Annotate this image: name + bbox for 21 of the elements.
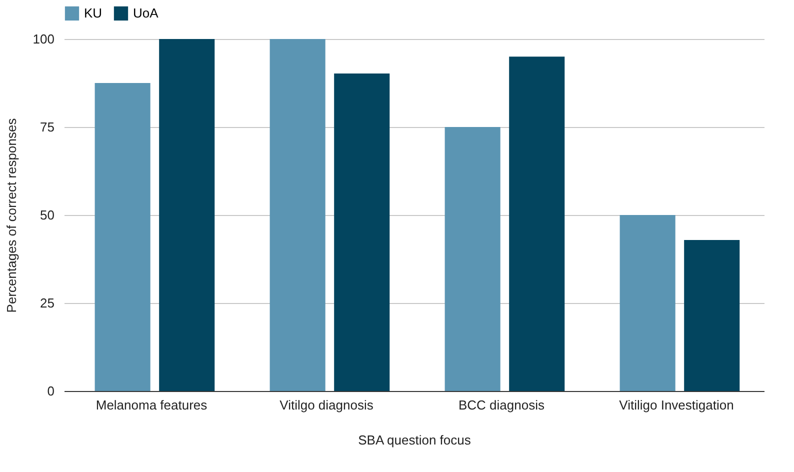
bar xyxy=(620,215,676,391)
x-axis-title: SBA question focus xyxy=(358,432,472,448)
bar xyxy=(334,73,390,391)
y-tick-label: 25 xyxy=(40,296,54,310)
y-axis-title: Percentages of correct responses xyxy=(4,118,19,313)
y-tick-label: 0 xyxy=(47,384,54,398)
y-tick-label: 100 xyxy=(32,32,54,46)
bar xyxy=(684,240,740,391)
bar xyxy=(270,39,326,391)
bar xyxy=(94,83,150,391)
x-tick-label: Melanoma features xyxy=(96,398,208,412)
y-tick-label: 75 xyxy=(40,120,54,134)
bar xyxy=(159,39,215,391)
x-tick-label: Vitilgo diagnosis xyxy=(280,398,374,412)
x-tick-label: Vitiligo Investigation xyxy=(619,398,734,412)
x-tick-label: BCC diagnosis xyxy=(458,398,545,412)
legend-label: UoA xyxy=(133,5,159,20)
bar xyxy=(444,127,500,391)
bar xyxy=(509,56,565,391)
y-tick-label: 50 xyxy=(40,208,54,222)
legend-label: KU xyxy=(84,5,102,20)
